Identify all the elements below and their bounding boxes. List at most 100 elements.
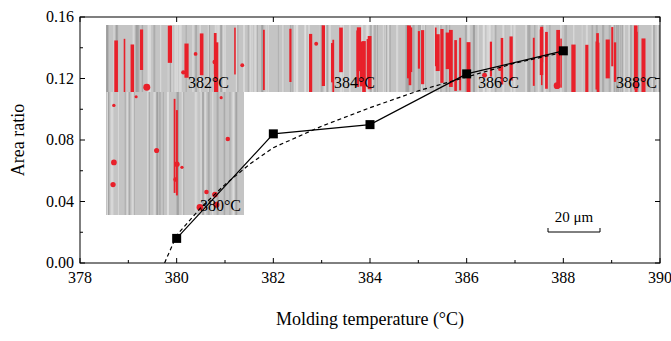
inset-streak <box>124 39 126 92</box>
inset-streak <box>611 27 613 66</box>
inset-texture <box>386 25 388 92</box>
inset-dot <box>194 52 198 56</box>
x-tick-top <box>563 17 564 22</box>
inset-dot <box>174 161 180 167</box>
x-axis-title: Molding temperature (°C) <box>276 309 464 330</box>
inset-dot <box>220 96 223 99</box>
inset-streak <box>459 38 461 91</box>
inset-texture <box>389 25 390 92</box>
inset-label: 384°C <box>334 74 375 91</box>
inset-texture <box>602 25 604 92</box>
inset-texture <box>261 25 263 92</box>
inset-texture <box>268 25 269 92</box>
y-tick-label: 0.12 <box>46 70 74 87</box>
inset-dot <box>314 42 318 46</box>
inset-streak <box>168 26 172 63</box>
inset-texture <box>425 25 427 92</box>
inset-streak <box>421 30 424 84</box>
inset-texture <box>296 25 298 92</box>
inset-streak <box>200 33 204 75</box>
x-tick-label: 390 <box>648 269 671 286</box>
inset-texture <box>525 25 527 92</box>
x-tick-top <box>660 17 661 22</box>
inset-dot <box>143 84 150 91</box>
x-tick-label: 386 <box>455 269 479 286</box>
inset-texture <box>179 25 181 92</box>
x-tick-label: 388 <box>551 269 575 286</box>
x-tick <box>660 258 661 263</box>
inset-streak <box>446 33 449 70</box>
inset-texture <box>564 25 566 92</box>
inset-texture <box>243 25 245 92</box>
inset-texture <box>283 25 284 92</box>
inset-streak <box>467 42 471 92</box>
inset-label: 382°C <box>188 74 229 91</box>
inset-streak <box>436 34 440 71</box>
y-tick <box>80 201 85 202</box>
inset-texture <box>149 25 151 92</box>
x-minor-tick <box>515 260 516 263</box>
inset-texture <box>124 92 126 215</box>
y-tick-label: 0.08 <box>46 131 74 148</box>
inset-texture <box>266 25 268 92</box>
inset-texture <box>387 25 389 92</box>
x-tick-top <box>176 17 177 22</box>
inset-texture <box>195 92 197 215</box>
y-tick-right <box>655 17 660 18</box>
inset-texture <box>236 25 237 92</box>
inset-streak <box>540 29 543 75</box>
inset-dot <box>173 177 177 181</box>
y-minor-tick <box>80 232 83 233</box>
inset-texture <box>107 92 108 215</box>
inset-texture <box>564 25 566 92</box>
x-tick-top <box>370 17 371 22</box>
x-minor-tick <box>418 260 419 263</box>
inset-texture <box>254 25 256 92</box>
inset-streak <box>560 39 562 88</box>
inset-streak <box>585 45 588 92</box>
inset-texture <box>277 25 279 92</box>
inset-texture <box>396 25 398 92</box>
inset-texture <box>157 92 158 215</box>
data-group <box>165 46 568 263</box>
inset-label: 388°C <box>616 74 657 91</box>
inset-dot <box>240 63 244 67</box>
inset-label: 386°C <box>478 74 519 91</box>
inset-texture <box>566 25 567 92</box>
inset-streak <box>214 33 217 74</box>
y-minor-tick <box>80 170 83 171</box>
inset-texture <box>148 25 149 92</box>
inset-texture <box>147 25 149 92</box>
x-tick-label: 378 <box>68 269 92 286</box>
inset-label: 380°C <box>200 197 241 214</box>
x-tick <box>176 258 177 263</box>
marker <box>366 120 375 129</box>
inset-texture <box>112 92 113 215</box>
inset-dot <box>204 190 209 195</box>
inset-image: 384°C <box>232 25 378 92</box>
inset-image: 382°C <box>106 25 232 92</box>
inset-streak <box>454 40 457 91</box>
x-tick-label: 382 <box>261 269 285 286</box>
insets: 382°C 384°C 386°C 388°C 380°C <box>106 25 660 215</box>
inset-streak <box>322 25 325 86</box>
y-tick <box>80 140 85 141</box>
y-tick-label: 0.04 <box>46 193 74 210</box>
inset-dot <box>112 104 115 107</box>
inset-texture <box>182 92 184 215</box>
inset-dot <box>135 95 138 98</box>
inset-streak <box>234 28 236 75</box>
inset-streak <box>409 27 412 72</box>
inset-texture <box>159 92 160 215</box>
inset-texture <box>181 25 182 92</box>
y-tick-label: 0.00 <box>46 254 74 271</box>
inset-streak <box>597 43 600 92</box>
y-tick-label: 0.16 <box>46 8 74 25</box>
inset-streak <box>131 44 135 92</box>
inset-texture <box>117 92 119 215</box>
inset-texture <box>560 25 562 92</box>
inset-texture <box>549 25 550 92</box>
inset-texture <box>135 25 137 92</box>
inset-dot <box>110 182 115 187</box>
inset-texture <box>106 25 108 92</box>
